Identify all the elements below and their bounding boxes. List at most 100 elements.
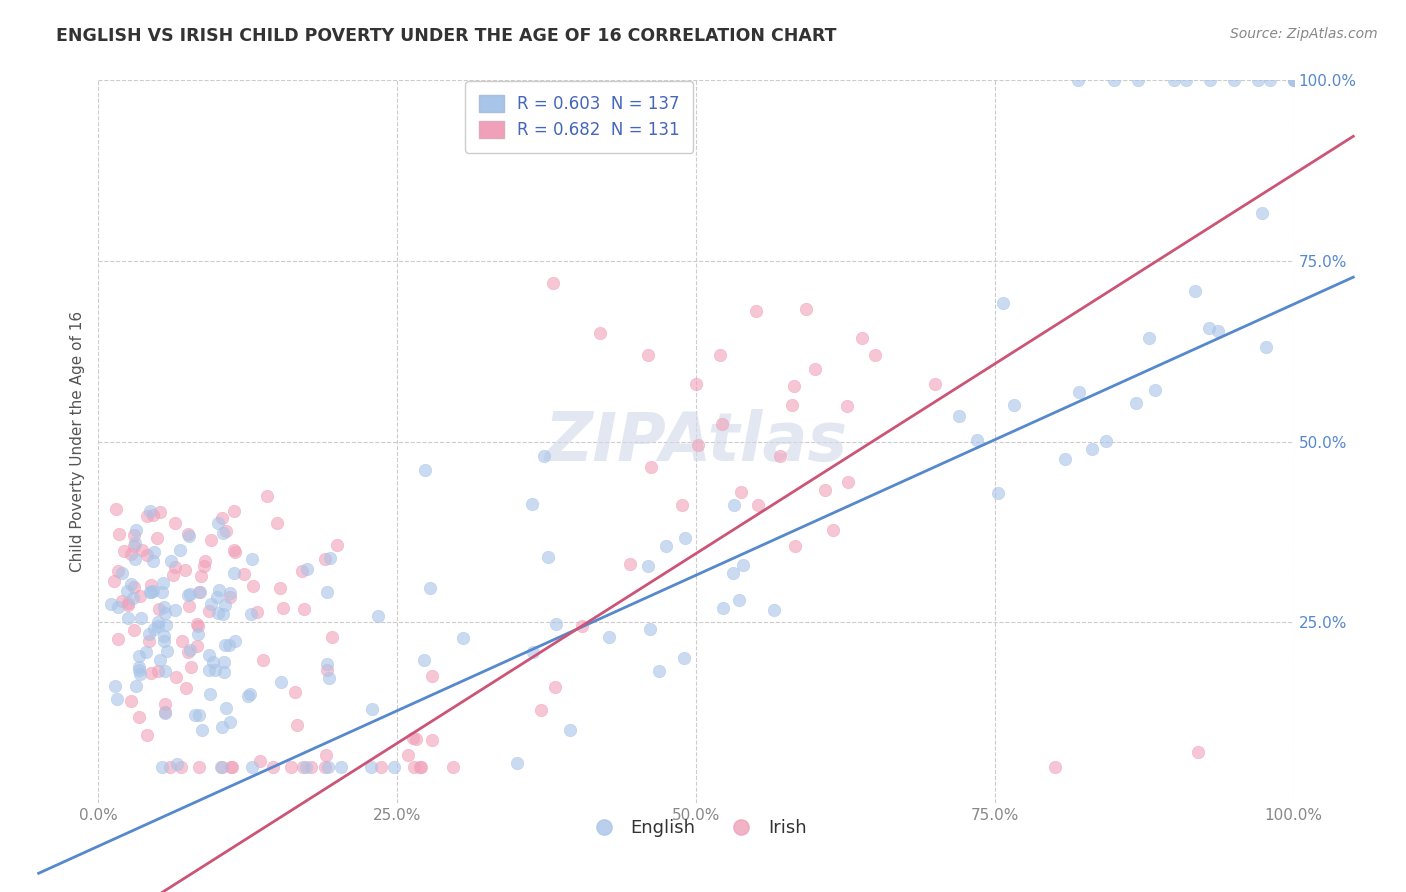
Point xyxy=(215,524,238,539)
Point xyxy=(188,584,211,599)
Point xyxy=(107,564,129,578)
Point xyxy=(441,760,464,774)
Point xyxy=(367,609,389,624)
Point xyxy=(211,720,233,734)
Point xyxy=(152,629,174,643)
Point xyxy=(142,584,165,599)
Point xyxy=(1128,73,1150,87)
Point xyxy=(316,663,339,677)
Point xyxy=(184,708,207,723)
Point xyxy=(142,554,165,568)
Point xyxy=(165,560,187,574)
Point xyxy=(177,588,200,602)
Legend: English, Irish: English, Irish xyxy=(578,812,814,845)
Point xyxy=(155,697,177,711)
Point xyxy=(640,460,662,475)
Point xyxy=(128,649,150,664)
Point xyxy=(122,623,145,637)
Point xyxy=(190,569,212,583)
Point xyxy=(1081,442,1104,456)
Point xyxy=(295,562,318,576)
Point xyxy=(125,523,148,537)
Point xyxy=(412,653,434,667)
Point xyxy=(179,587,201,601)
Point xyxy=(1251,205,1274,219)
Point xyxy=(404,760,426,774)
Point xyxy=(1282,73,1305,87)
Point xyxy=(837,475,859,489)
Point xyxy=(152,575,174,590)
Point xyxy=(1282,73,1305,87)
Point xyxy=(533,450,555,464)
Point xyxy=(598,630,620,644)
Point xyxy=(214,599,236,613)
Point xyxy=(197,663,219,677)
Point xyxy=(1206,324,1229,338)
Point xyxy=(124,536,146,550)
Point xyxy=(673,531,696,545)
Point xyxy=(285,717,308,731)
Point xyxy=(242,579,264,593)
Point xyxy=(314,760,336,774)
Point xyxy=(180,660,202,674)
Point xyxy=(155,606,177,620)
Point xyxy=(370,760,392,774)
Point xyxy=(270,674,292,689)
Point xyxy=(271,600,294,615)
Point xyxy=(530,703,553,717)
Point xyxy=(148,601,170,615)
Point xyxy=(187,708,209,723)
Point xyxy=(159,760,181,774)
Point xyxy=(198,687,221,701)
Point xyxy=(637,558,659,573)
Point xyxy=(165,670,187,684)
Point xyxy=(155,618,177,632)
Point xyxy=(727,592,749,607)
Point xyxy=(200,598,222,612)
Point xyxy=(153,705,176,719)
Point xyxy=(131,543,153,558)
Point xyxy=(122,539,145,553)
Point xyxy=(212,665,235,679)
Point xyxy=(672,651,695,665)
Point xyxy=(111,594,134,608)
Point xyxy=(135,645,157,659)
Point xyxy=(214,638,236,652)
Point xyxy=(640,622,662,636)
Point xyxy=(214,701,236,715)
Point xyxy=(420,733,443,747)
Point xyxy=(451,632,474,646)
Point xyxy=(835,399,858,413)
Point xyxy=(318,671,340,685)
Point xyxy=(924,376,946,391)
Point xyxy=(125,679,148,693)
Point xyxy=(589,326,612,340)
Point xyxy=(804,362,827,376)
Point xyxy=(1094,434,1116,448)
Point xyxy=(326,538,349,552)
Point xyxy=(1223,73,1246,87)
Point xyxy=(1067,73,1090,87)
Point xyxy=(360,702,382,716)
Point xyxy=(194,554,217,568)
Point xyxy=(280,760,302,774)
Point xyxy=(1104,73,1126,87)
Point xyxy=(382,760,405,774)
Point xyxy=(1199,73,1222,87)
Point xyxy=(238,689,260,703)
Point xyxy=(1187,745,1209,759)
Point xyxy=(115,583,138,598)
Point xyxy=(120,547,142,561)
Text: ENGLISH VS IRISH CHILD POVERTY UNDER THE AGE OF 16 CORRELATION CHART: ENGLISH VS IRISH CHILD POVERTY UNDER THE… xyxy=(56,27,837,45)
Point xyxy=(197,604,219,618)
Point xyxy=(141,665,163,680)
Point xyxy=(780,398,803,412)
Point xyxy=(783,379,806,393)
Point xyxy=(169,542,191,557)
Point xyxy=(321,630,343,644)
Point xyxy=(966,433,988,447)
Point xyxy=(193,559,215,574)
Point xyxy=(991,296,1014,310)
Point xyxy=(745,304,768,318)
Point xyxy=(138,634,160,648)
